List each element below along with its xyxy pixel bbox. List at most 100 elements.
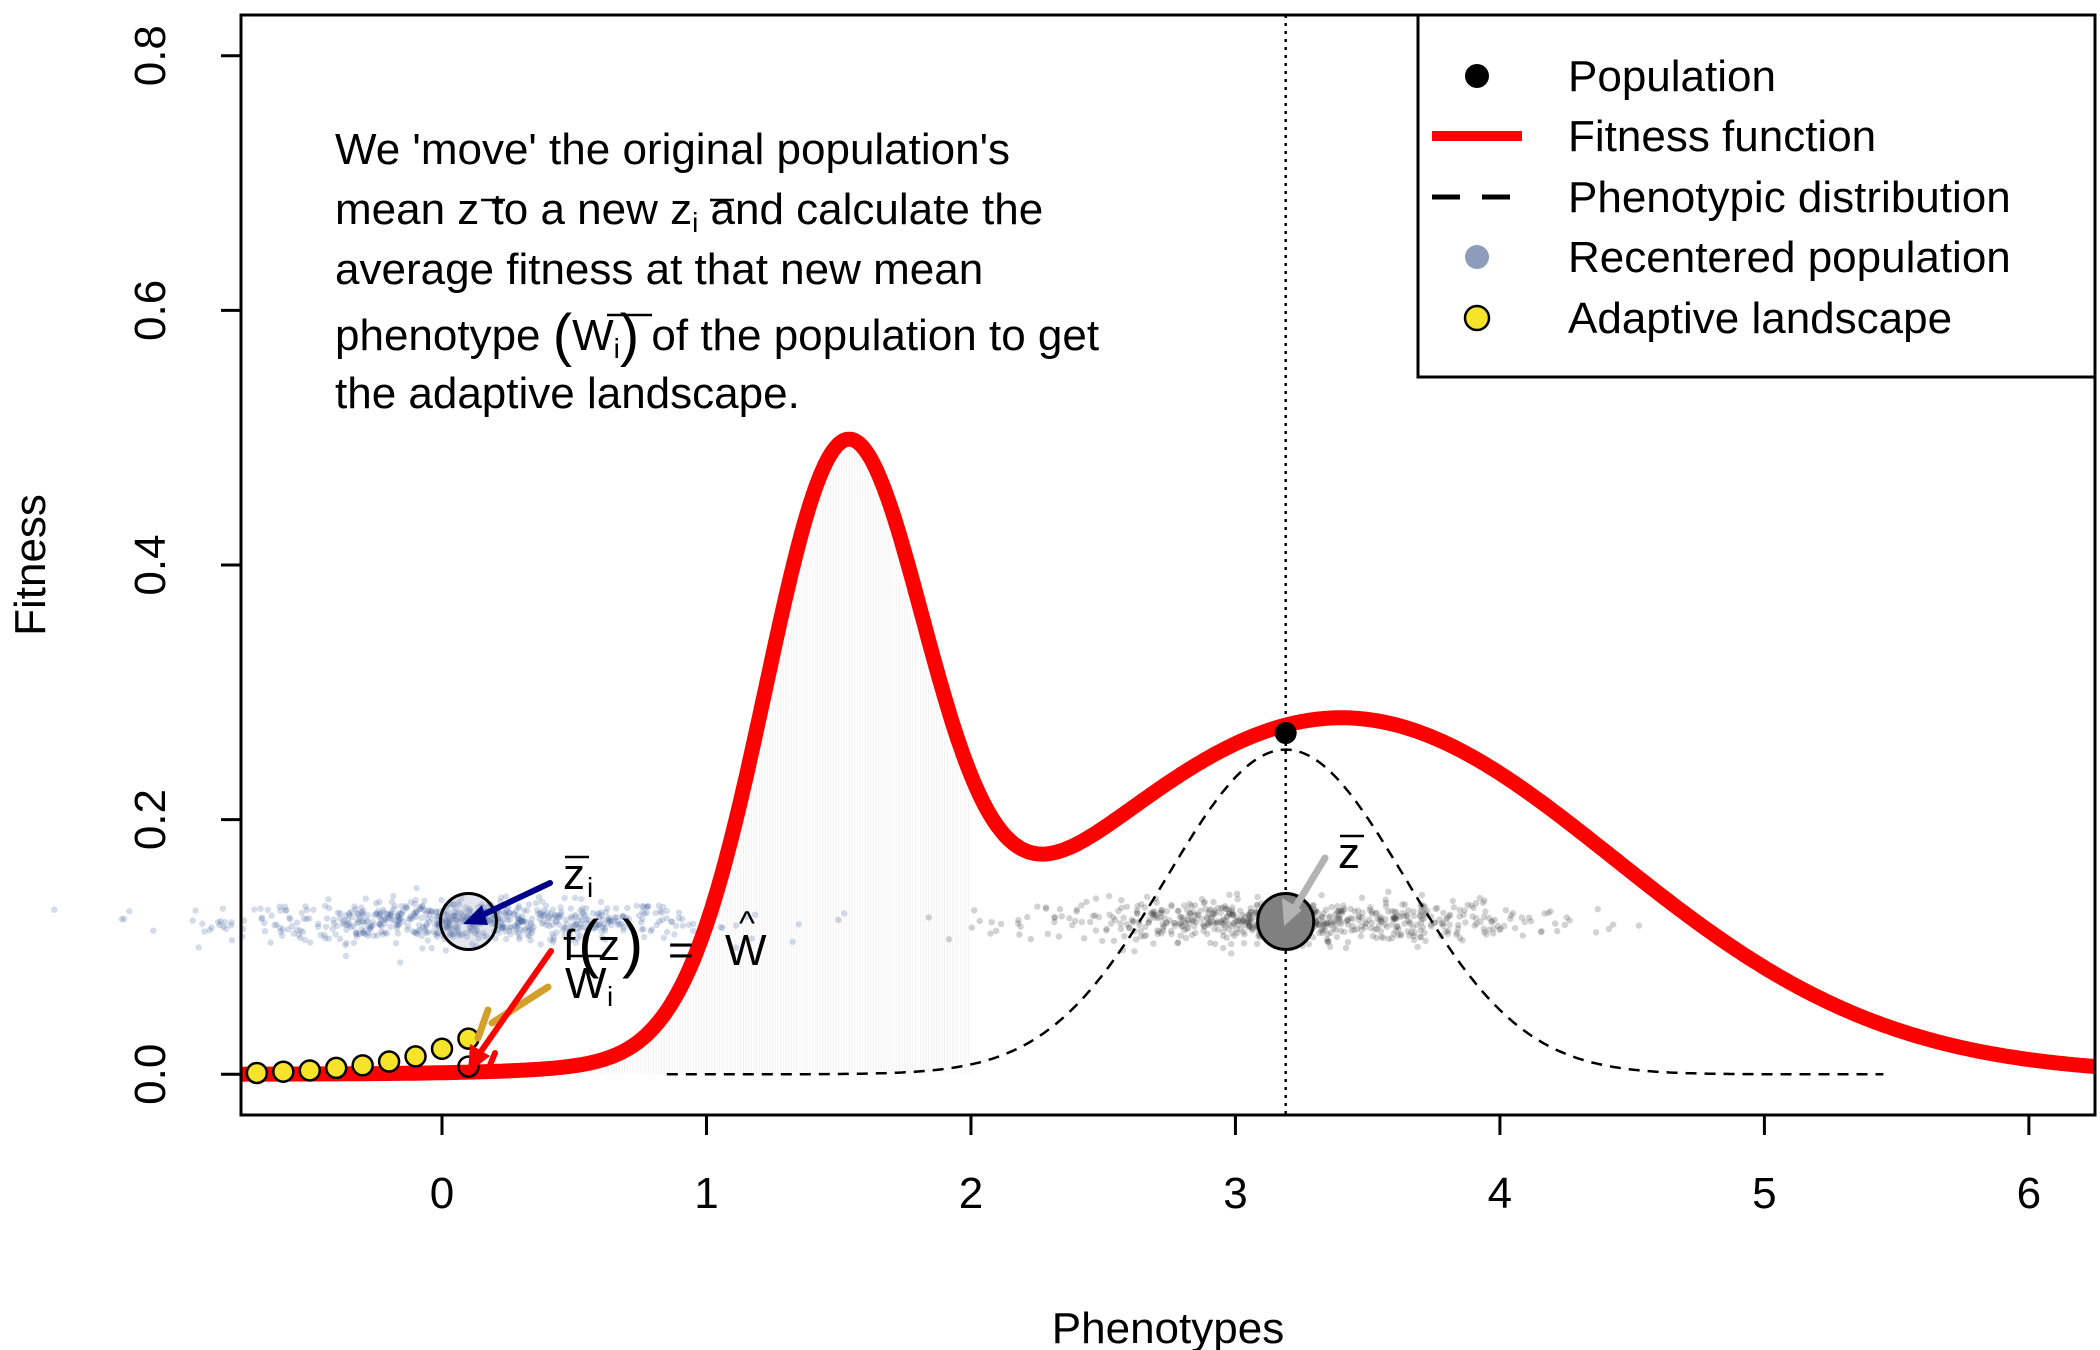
cloud-point bbox=[549, 915, 556, 922]
cloud-point bbox=[1072, 917, 1079, 925]
cloud-point bbox=[340, 919, 347, 926]
cloud-point bbox=[1397, 932, 1405, 939]
cloud-point bbox=[1187, 910, 1194, 917]
cloud-point bbox=[1348, 927, 1355, 934]
cloud-point bbox=[379, 931, 387, 938]
cloud-point bbox=[413, 930, 421, 938]
cloud-point bbox=[625, 920, 632, 928]
cloud-point bbox=[595, 914, 603, 921]
cloud-point bbox=[1229, 910, 1236, 917]
cloud-point bbox=[406, 916, 413, 923]
cloud-point bbox=[1179, 922, 1187, 930]
cloud-point bbox=[359, 910, 366, 917]
cloud-point bbox=[1377, 928, 1385, 935]
cloud-point bbox=[1117, 925, 1125, 932]
cloud-point bbox=[463, 913, 470, 920]
adaptive-landscape-point bbox=[245, 1061, 269, 1085]
cloud-point bbox=[1159, 924, 1167, 932]
cloud-point bbox=[391, 902, 398, 910]
cloud-point bbox=[267, 939, 274, 946]
cloud-point bbox=[1362, 924, 1369, 931]
cloud-point bbox=[1388, 935, 1396, 942]
cloud-point bbox=[520, 918, 527, 925]
cloud-point bbox=[641, 910, 648, 917]
cloud-point bbox=[1316, 929, 1323, 937]
cloud-point bbox=[529, 927, 536, 934]
cloud-point bbox=[1561, 921, 1569, 929]
cloud-point bbox=[325, 935, 332, 942]
cloud-point bbox=[640, 903, 647, 910]
cloud-point bbox=[1322, 906, 1330, 913]
cloud-point bbox=[568, 915, 575, 922]
cloud-point bbox=[293, 919, 301, 926]
cloud-point bbox=[1143, 893, 1151, 901]
cloud-point bbox=[1218, 918, 1225, 925]
legend: Population Fitness function Phenotypic d… bbox=[1416, 13, 2097, 379]
adaptive-landscape-point bbox=[351, 1054, 374, 1077]
cloud-point bbox=[601, 927, 609, 934]
cloud-point bbox=[1592, 929, 1600, 936]
cloud-point bbox=[453, 916, 460, 923]
cloud-point bbox=[1212, 940, 1219, 948]
cloud-point bbox=[1545, 909, 1552, 917]
cloud-point bbox=[1356, 913, 1363, 921]
cloud-point bbox=[600, 921, 608, 928]
cloud-point bbox=[1044, 930, 1052, 938]
cloud-point bbox=[1034, 903, 1041, 910]
cloud-point bbox=[598, 928, 605, 935]
cloud-point bbox=[1382, 916, 1389, 923]
cloud-point bbox=[358, 904, 365, 911]
cloud-point bbox=[1479, 899, 1487, 907]
cloud-point bbox=[381, 920, 388, 927]
cloud-point bbox=[568, 913, 575, 920]
cloud-point bbox=[1160, 927, 1167, 934]
cloud-point bbox=[345, 910, 353, 917]
cloud-point bbox=[1153, 899, 1160, 906]
cloud-point bbox=[553, 918, 560, 925]
cloud-point bbox=[1099, 937, 1106, 945]
cloud-point bbox=[1422, 937, 1429, 945]
cloud-point bbox=[1228, 950, 1235, 957]
cloud-point bbox=[1051, 918, 1058, 926]
cloud-point bbox=[1243, 919, 1251, 926]
cloud-point bbox=[1473, 915, 1480, 922]
cloud-point bbox=[555, 921, 563, 928]
cloud-point bbox=[416, 927, 423, 934]
cloud-point bbox=[454, 899, 461, 906]
cloud-point bbox=[1481, 897, 1488, 904]
cloud-point bbox=[635, 912, 643, 919]
cloud-point bbox=[404, 926, 411, 933]
cloud-point bbox=[1334, 908, 1341, 915]
cloud-point bbox=[1337, 921, 1344, 928]
cloud-point bbox=[527, 926, 534, 933]
cloud-point bbox=[227, 922, 235, 929]
cloud-point bbox=[286, 914, 293, 921]
cloud-point bbox=[602, 936, 609, 943]
cloud-point bbox=[421, 924, 428, 932]
cloud-point bbox=[1147, 910, 1154, 917]
cloud-point bbox=[450, 930, 457, 938]
cloud-point bbox=[614, 921, 621, 928]
cloud-point bbox=[405, 923, 412, 930]
cloud-point bbox=[1207, 919, 1214, 926]
cloud-point bbox=[1332, 911, 1339, 918]
cloud-point bbox=[1131, 948, 1138, 955]
cloud-point bbox=[1419, 924, 1426, 931]
cloud-point bbox=[215, 919, 222, 926]
cloud-point bbox=[283, 907, 290, 914]
cloud-point bbox=[675, 909, 683, 916]
cloud-point bbox=[1193, 918, 1200, 926]
cloud-point bbox=[461, 909, 468, 916]
cloud-point bbox=[419, 903, 426, 910]
cloud-point bbox=[488, 915, 496, 922]
cloud-point bbox=[387, 910, 395, 918]
cloud-point bbox=[496, 915, 504, 922]
cloud-point bbox=[685, 921, 692, 929]
cloud-point bbox=[1158, 906, 1165, 914]
cloud-point bbox=[443, 911, 450, 919]
cloud-point bbox=[388, 916, 395, 923]
cloud-point bbox=[567, 905, 575, 912]
cloud-point bbox=[1150, 911, 1157, 918]
cloud-point bbox=[1321, 926, 1329, 934]
cloud-point bbox=[546, 922, 553, 930]
